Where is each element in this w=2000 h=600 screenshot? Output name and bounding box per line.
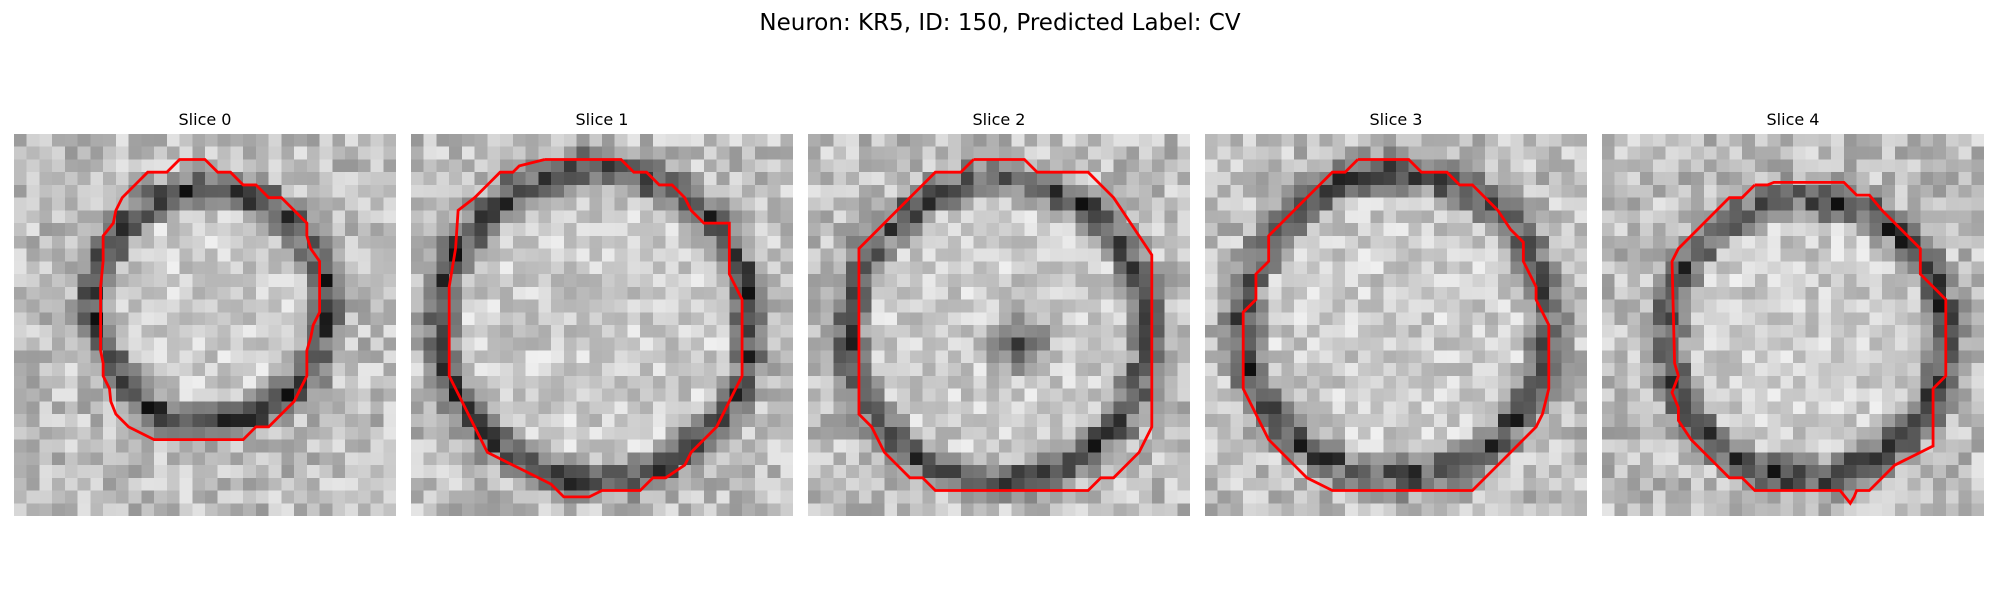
slice-image	[411, 134, 793, 516]
grayscale-pixels	[1205, 134, 1587, 516]
slice-panel-1: Slice 1	[411, 108, 793, 520]
grayscale-pixels	[411, 134, 793, 516]
slice-panel-3: Slice 3	[1205, 108, 1587, 520]
grayscale-pixels	[1602, 134, 1984, 516]
segmentation-contour	[447, 158, 744, 499]
slice-title: Slice 4	[1766, 110, 1820, 129]
slice-image	[1602, 134, 1984, 516]
segmentation-contour	[857, 158, 1154, 492]
segmentation-contour	[1241, 158, 1551, 492]
slice-image	[808, 134, 1190, 516]
slice-title: Slice 3	[1369, 110, 1423, 129]
grayscale-pixels	[14, 134, 396, 516]
slice-title: Slice 2	[972, 110, 1026, 129]
figure-title: Neuron: KR5, ID: 150, Predicted Label: C…	[759, 10, 1241, 36]
grayscale-pixels	[808, 134, 1190, 516]
slice-panel-0: Slice 0	[14, 108, 396, 520]
slice-panel-2: Slice 2	[808, 108, 1190, 520]
segmentation-contour	[1670, 180, 1948, 506]
segmentation-contour	[99, 158, 322, 442]
slice-title: Slice 0	[178, 110, 232, 129]
slice-image	[1205, 134, 1587, 516]
slice-title: Slice 1	[575, 110, 629, 129]
slice-image	[14, 134, 396, 516]
slice-panel-4: Slice 4	[1602, 108, 1984, 520]
